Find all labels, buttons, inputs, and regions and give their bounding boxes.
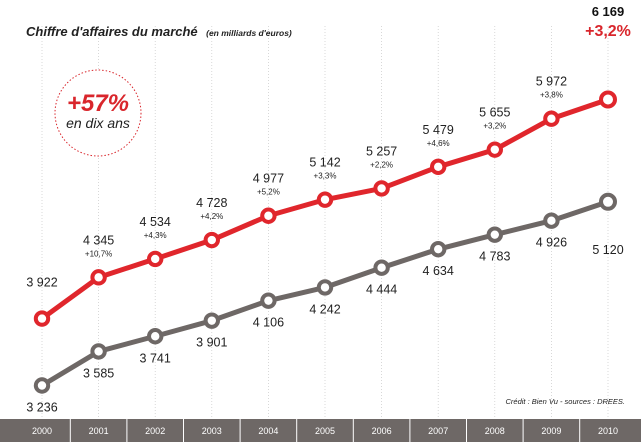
year-label: 2008 — [485, 426, 505, 436]
growth-label: +4,3% — [144, 231, 167, 240]
data-point-lower — [430, 240, 447, 258]
data-point-lower — [599, 192, 617, 211]
value-label-last: 6 169 — [592, 4, 625, 19]
data-point-upper — [543, 110, 560, 127]
value-label: 4 534 — [140, 215, 171, 229]
data-point-lower — [147, 328, 164, 345]
value-label: 5 257 — [366, 144, 397, 158]
value-label: 4 634 — [423, 264, 454, 278]
data-point-lower — [260, 292, 277, 309]
value-label: 5 972 — [536, 75, 567, 89]
value-label: 4 977 — [253, 172, 284, 186]
value-label: 4 106 — [253, 316, 284, 330]
value-label: 3 236 — [26, 400, 57, 414]
data-point-lower — [486, 226, 503, 243]
data-point-upper — [430, 158, 447, 175]
value-label: 3 741 — [140, 351, 171, 365]
data-point-lower — [203, 312, 221, 329]
growth-label: +2,2% — [370, 160, 393, 169]
badge-value: +57% — [67, 90, 129, 117]
value-label: 4 345 — [83, 233, 114, 247]
growth-label: +3,8% — [540, 91, 563, 100]
year-label: 2003 — [202, 426, 222, 436]
growth-label: +4,2% — [200, 212, 223, 221]
value-label: 4 783 — [479, 250, 510, 264]
data-point-lower — [373, 259, 390, 276]
growth-label: +3,3% — [314, 172, 337, 181]
year-label: 2007 — [428, 426, 448, 436]
growth-label: +3,2% — [483, 122, 506, 131]
badge: +57% en dix ans — [54, 69, 142, 157]
data-point-upper — [147, 250, 164, 268]
value-label: 4 728 — [196, 196, 227, 210]
data-point-lower — [316, 279, 334, 296]
value-label: 3 585 — [83, 366, 114, 380]
year-label: 2001 — [89, 426, 109, 436]
data-point-lower — [33, 377, 51, 394]
year-label: 2005 — [315, 426, 335, 436]
value-label: 3 901 — [196, 336, 227, 350]
value-label: 5 120 — [592, 243, 623, 257]
badge-text: en dix ans — [66, 115, 130, 131]
credit-text: Crédit : Bien Vu - sources : DREES. — [506, 397, 626, 406]
value-label: 5 479 — [423, 123, 454, 137]
growth-label: +4,6% — [427, 139, 450, 148]
data-point-upper — [203, 231, 221, 249]
badge-circle — [54, 69, 142, 157]
data-point-lower — [90, 343, 107, 360]
value-label: 5 655 — [479, 106, 510, 120]
value-label: 4 444 — [366, 283, 397, 297]
value-label: 4 926 — [536, 236, 567, 250]
year-label: 2004 — [258, 426, 278, 436]
data-point-upper — [599, 90, 617, 109]
value-label: 4 242 — [309, 302, 340, 316]
growth-label: +5,2% — [257, 188, 280, 197]
data-point-upper — [316, 191, 334, 208]
year-label: 2010 — [598, 426, 618, 436]
value-label: 3 922 — [26, 276, 57, 290]
year-label: 2006 — [372, 426, 392, 436]
year-label: 2002 — [145, 426, 165, 436]
data-point-upper — [486, 141, 503, 158]
growth-label-last: +3,2% — [585, 23, 631, 40]
data-point-lower — [543, 212, 560, 229]
data-point-upper — [373, 180, 390, 197]
year-label: 2009 — [541, 426, 561, 436]
data-point-upper — [260, 207, 277, 224]
year-bar — [0, 419, 641, 442]
year-label: 2000 — [32, 426, 52, 436]
value-label: 5 142 — [309, 156, 340, 170]
data-point-upper — [33, 310, 51, 327]
chart-title: Chiffre d'affaires du marché (en milliar… — [26, 23, 292, 40]
growth-label: +10,7% — [85, 249, 112, 258]
data-point-upper — [90, 269, 107, 286]
